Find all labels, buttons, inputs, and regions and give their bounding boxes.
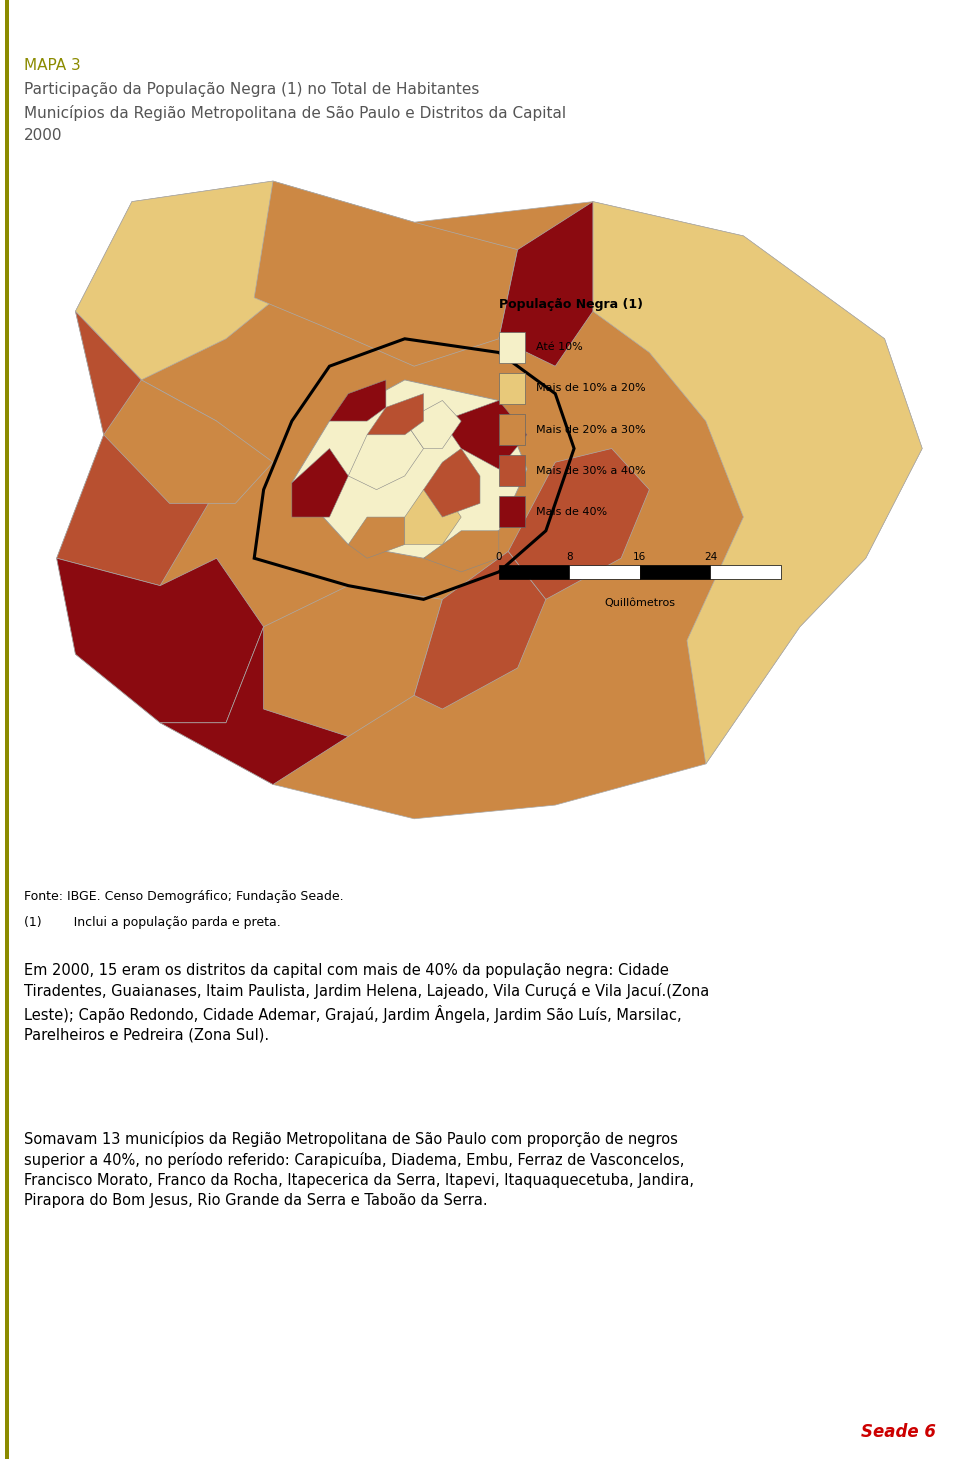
Text: Mais de 10% a 20%: Mais de 10% a 20% [537,384,646,394]
Bar [710,565,781,579]
Bar [640,565,710,579]
Polygon shape [254,181,517,366]
Text: 8: 8 [566,553,573,562]
Text: Municípios da Região Metropolitana de São Paulo e Distritos da Capital: Municípios da Região Metropolitana de Sã… [24,105,566,121]
Text: Quillômetros: Quillômetros [605,598,676,608]
Polygon shape [329,379,386,422]
Polygon shape [57,181,923,818]
Bar [499,374,525,404]
Polygon shape [264,585,443,737]
Polygon shape [348,422,423,490]
Polygon shape [160,627,348,785]
Bar [499,496,525,527]
Text: População Negra (1): População Negra (1) [499,298,643,311]
Polygon shape [593,201,923,765]
Polygon shape [292,448,348,516]
Polygon shape [414,552,546,709]
Text: 16: 16 [634,553,647,562]
Polygon shape [499,201,593,366]
Text: Participação da População Negra (1) no Total de Habitantes: Participação da População Negra (1) no T… [24,82,479,96]
Bar [569,565,640,579]
Polygon shape [104,379,273,503]
Text: Em 2000, 15 eram os distritos da capital com mais de 40% da população negra: Cid: Em 2000, 15 eram os distritos da capital… [24,963,709,1043]
Polygon shape [57,311,217,585]
Text: 0: 0 [495,553,502,562]
Bar [5,0,9,1459]
Polygon shape [76,181,311,379]
Text: Mais de 30% a 40%: Mais de 30% a 40% [537,465,646,476]
Polygon shape [443,401,527,470]
Text: Somavam 13 municípios da Região Metropolitana de São Paulo com proporção de negr: Somavam 13 municípios da Região Metropol… [24,1131,694,1208]
Bar [499,455,525,486]
Text: (1)        Inclui a população parda e preta.: (1) Inclui a população parda e preta. [24,916,280,929]
Polygon shape [423,448,480,516]
Polygon shape [508,448,649,600]
Polygon shape [292,379,527,559]
Text: Seade 6: Seade 6 [861,1424,936,1441]
Bar [499,333,525,363]
Text: Mais de 20% a 30%: Mais de 20% a 30% [537,425,646,435]
Polygon shape [348,516,405,559]
Polygon shape [423,531,499,572]
Polygon shape [57,559,264,722]
Text: 24: 24 [704,553,717,562]
Text: MAPA 3: MAPA 3 [24,58,81,73]
Polygon shape [405,490,461,544]
Polygon shape [405,401,461,448]
Text: Até 10%: Até 10% [537,343,583,353]
Text: Fonte: IBGE. Censo Demográfico; Fundação Seade.: Fonte: IBGE. Censo Demográfico; Fundação… [24,890,344,903]
Bar [499,565,569,579]
Text: Mais de 40%: Mais de 40% [537,506,608,516]
Bar [499,414,525,445]
Polygon shape [367,394,423,435]
Text: 2000: 2000 [24,128,62,143]
